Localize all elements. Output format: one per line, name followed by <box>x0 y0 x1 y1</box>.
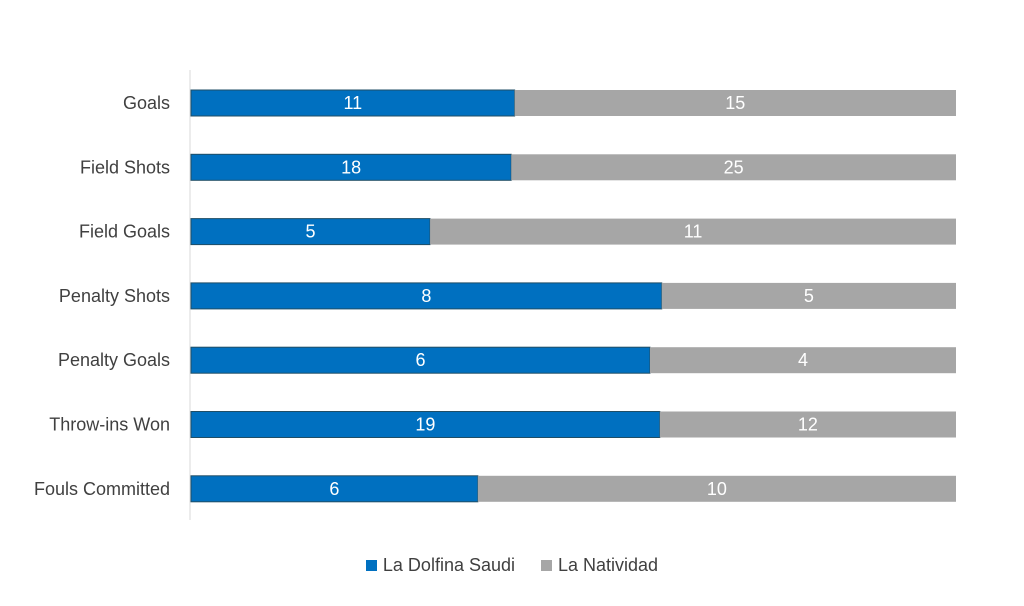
bar-series-2 <box>430 218 956 245</box>
category-label: Goals <box>123 93 170 113</box>
category-label: Throw-ins Won <box>49 415 170 435</box>
bar-series-1 <box>190 153 512 181</box>
category-label: Field Shots <box>80 157 170 177</box>
bar-series-2 <box>514 90 956 116</box>
bar-series-2 <box>650 347 956 374</box>
bar-series-1 <box>190 218 431 246</box>
legend-swatch-series-1 <box>365 560 377 571</box>
bar-series-1 <box>190 89 516 117</box>
data-label-series-1: 8 <box>421 286 431 306</box>
data-label-series-1: 19 <box>415 415 435 435</box>
legend-label-series-2: La Natividad <box>558 555 659 575</box>
data-label-series-2: 25 <box>724 157 744 177</box>
data-label-series-1: 5 <box>306 222 316 242</box>
legend-item-series-1: La Dolfina Saudi <box>365 555 515 576</box>
legend-swatch-series-2 <box>541 560 552 571</box>
data-label-series-1: 18 <box>341 157 361 177</box>
data-label-series-2: 10 <box>707 479 727 499</box>
data-label-series-1: 11 <box>343 93 362 113</box>
bar-series-2 <box>477 475 956 502</box>
data-label-series-2: 11 <box>684 222 703 242</box>
legend-label-series-1: La Dolfina Saudi <box>382 555 515 575</box>
bar-series-2 <box>659 411 956 438</box>
data-label-series-2: 4 <box>798 350 808 370</box>
category-label: Penalty Goals <box>58 350 170 370</box>
data-label-series-2: 15 <box>725 93 745 113</box>
data-label-series-1: 6 <box>415 350 425 370</box>
data-label-series-2: 5 <box>804 286 814 306</box>
bars-group: Goals 11 15 Field Shots 18 25 Field Goals 5 11 Pe… <box>34 89 956 503</box>
legend-item-series-2: La Natividad <box>541 555 658 576</box>
bar-series-1 <box>190 282 663 310</box>
category-label: Field Goals <box>79 222 170 242</box>
bar-series-2 <box>511 154 956 181</box>
bar-series-1 <box>190 346 651 374</box>
data-label-series-2: 12 <box>798 415 818 435</box>
legend: La Dolfina Saudi La Natividad <box>0 555 1024 576</box>
bar-series-1 <box>190 411 661 438</box>
category-label: Penalty Shots <box>59 286 170 306</box>
bar-series-1 <box>190 475 479 503</box>
bar-series-2 <box>661 282 956 309</box>
data-label-series-1: 6 <box>329 479 339 499</box>
category-label: Fouls Committed <box>34 479 170 499</box>
